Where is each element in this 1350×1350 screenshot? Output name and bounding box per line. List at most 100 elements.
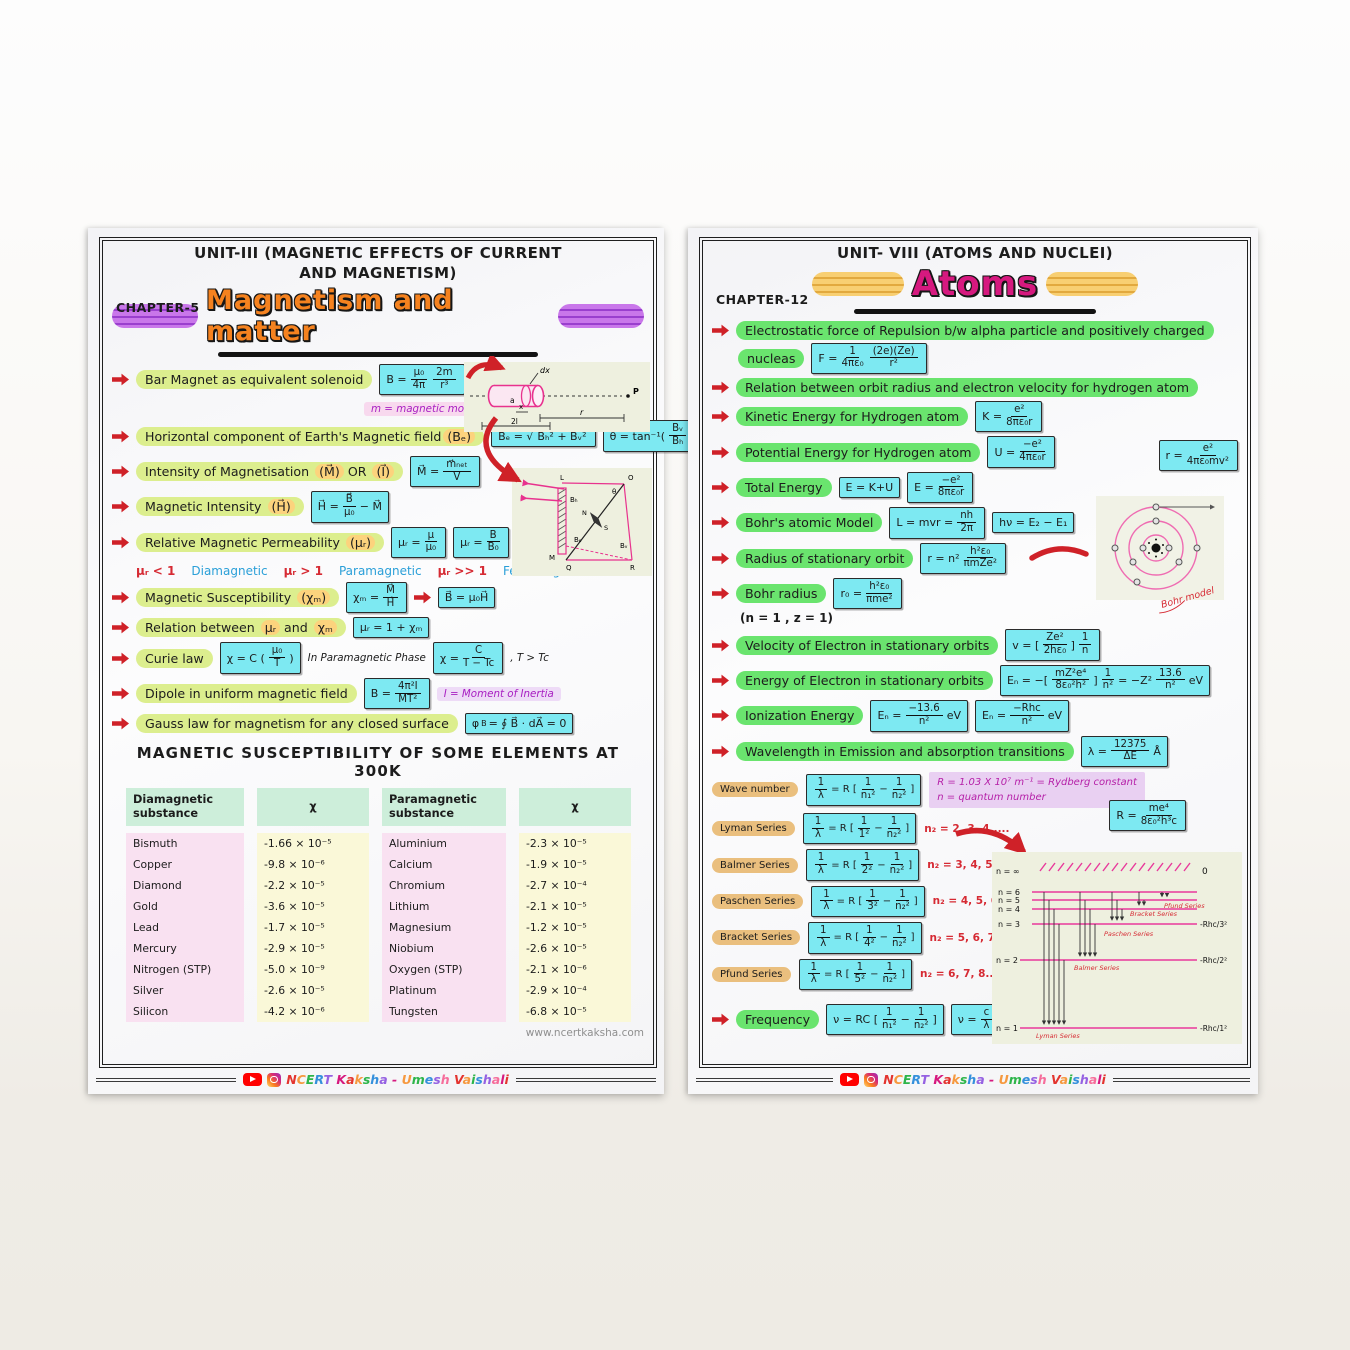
- bohr-model-diagram: Bohr model: [1096, 496, 1224, 614]
- bullet-label: Dipole in uniform magnetic field: [136, 684, 357, 704]
- denominator: H⃗: [386, 597, 395, 609]
- highlight-circle: (μᵣ): [345, 534, 376, 550]
- formula-text: χ = C (: [226, 651, 265, 665]
- formula-box: μᵣ = μ μ₀: [391, 526, 447, 559]
- formula-text: = R [: [828, 823, 854, 835]
- arrow-icon: [712, 410, 729, 423]
- formula-text: λ =: [1087, 744, 1107, 758]
- fraction: 1 4πε₀: [841, 346, 864, 370]
- svg-text:Bᵥ: Bᵥ: [620, 542, 628, 550]
- denominator: n₂²: [891, 789, 907, 801]
- formula-text: Eₙ =: [982, 709, 1007, 723]
- numerator: 13.6: [1156, 668, 1185, 681]
- formula-box: χ = C (μ₀ T): [219, 642, 301, 674]
- series-row: Paschen Series 1 λ = R [1 3² −1 n₂²] n₂ = 4, 5,…: [712, 885, 1238, 918]
- denominator: B₀: [487, 542, 499, 554]
- formula-text: χₘ =: [353, 591, 380, 605]
- arrow-icon: [112, 500, 129, 513]
- bullet-row: Wavelength in Emission and absorption tr…: [712, 735, 1238, 767]
- bullet-row: Bohr radius r₀ = h²ε₀ πme²: [712, 577, 1238, 610]
- denominator: V: [453, 471, 461, 483]
- formula-box: r₀ = h²ε₀ πme²: [833, 577, 902, 610]
- numerator: 1: [846, 346, 859, 359]
- denominator: MT²: [398, 693, 418, 705]
- numerator: 1: [896, 889, 909, 902]
- formula-text: L = mvr =: [896, 516, 954, 530]
- fraction: 1 2²: [860, 853, 874, 876]
- arrow-icon: [112, 373, 129, 386]
- arrow-icon: [712, 587, 729, 600]
- table-value-cell: -2.6 × 10⁻⁵: [519, 938, 631, 960]
- table-substance-cell: Niobium: [382, 938, 506, 960]
- numerator: −e²: [938, 475, 964, 488]
- denominator: πmZe²: [963, 558, 997, 570]
- formula-box: 1 λ = R [1 n₁² −1 n₂²]: [805, 774, 922, 806]
- spectral-series-list: Wave number 1 λ = R [1 n₁² −1 n₂²] R = 1.03 X 1…: [712, 771, 1238, 990]
- fraction: 1 5²: [853, 962, 867, 986]
- table-value-cell: -1.7 × 10⁻⁵: [257, 917, 369, 939]
- denominator: μ₀: [425, 542, 437, 554]
- arrow-icon: [712, 745, 729, 758]
- fraction: μ₀ 4π: [410, 367, 428, 391]
- frequency-row: Frequency ν = RC [1 n₁² −1 n₂²] ν = c λ: [712, 1004, 1238, 1036]
- inline-note: , T > Tc: [510, 652, 549, 665]
- fraction: −e² 8πε₀r: [938, 475, 964, 499]
- formula-text: E =: [914, 480, 934, 494]
- arrow-icon: [712, 674, 729, 687]
- fraction: 1 3²: [866, 889, 879, 913]
- susceptibility-section-title: MAGNETIC SUSCEPTIBILITY OF SOME ELEMENTS…: [136, 744, 620, 781]
- formula-box: E = K+U: [838, 476, 901, 498]
- arrow-icon: [712, 1013, 729, 1026]
- rydberg-formula-box: R = me⁴ 8ε₀²h³c: [1109, 800, 1186, 832]
- fraction: e² 8πε₀r: [1006, 404, 1032, 428]
- svg-text:Bₑ: Bₑ: [574, 536, 582, 544]
- formula-box: Eₙ = −Rhc n² eV: [975, 700, 1070, 732]
- series-label: Wave number: [712, 782, 798, 798]
- table-value-cell: -2.7 × 10⁻⁴: [519, 875, 631, 897]
- rydberg-note-line: n = quantum number: [937, 791, 1046, 803]
- title-pill-left: [112, 304, 199, 328]
- diagram-label: Bracket Series: [1130, 910, 1178, 918]
- formula-box: F = 1 4πε₀ (2e)(Ze) r²: [811, 342, 927, 374]
- formula-text: ]: [932, 1013, 937, 1027]
- title-pill-left: [811, 271, 904, 296]
- bullet-label: Radius of stationary orbit: [736, 548, 914, 568]
- denominator: 8ε₀²h³c: [1140, 815, 1177, 827]
- instagram-icon: [864, 1072, 879, 1087]
- denominator: λ: [823, 901, 830, 913]
- table-value-cell: -2.1 × 10⁻⁵: [519, 896, 631, 918]
- numerator: 4π²I: [394, 681, 421, 694]
- fraction: h²ε₀ πme²: [866, 581, 892, 605]
- diagram-label: n = 5: [998, 896, 1020, 905]
- numerator: e²: [1199, 443, 1217, 456]
- footer-rule: [515, 1077, 657, 1082]
- series-row: Wave number 1 λ = R [1 n₁² −1 n₂²] R = 1.03 X 1…: [712, 771, 1238, 808]
- bullet-row: Kinetic Energy for Hydrogen atom K = e² 8πε…: [712, 400, 1238, 433]
- formula-text: ]: [901, 968, 905, 980]
- denominator: n²: [1165, 680, 1176, 692]
- denominator: n₁²: [881, 1019, 897, 1031]
- table-header-cell: Paramagnetic substance: [382, 788, 506, 827]
- instagram-icon: [267, 1072, 282, 1087]
- numerator: 1: [811, 816, 825, 829]
- title-pill-right: [557, 304, 644, 328]
- fraction: μ μ₀: [424, 530, 438, 554]
- red-curve-arrow: [483, 416, 522, 483]
- table-value-cell: -2.3 × 10⁻⁵: [519, 833, 631, 855]
- formula-box: 1 λ = R [1 3² −1 n₂²]: [811, 885, 925, 918]
- fraction: B B₀: [486, 530, 500, 554]
- denominator: 4πε₀: [841, 358, 864, 370]
- arrow-icon: [112, 430, 129, 443]
- svg-text:M: M: [549, 554, 555, 562]
- bullet-row: Total Energy E = K+U E = −e² 8πε₀r: [712, 471, 1238, 504]
- table-substance-cell: Silver: [126, 980, 244, 1002]
- table-value-cell: -2.6 × 10⁻⁵: [257, 980, 369, 1002]
- svg-text:θ: θ: [612, 488, 616, 496]
- bullet-label: Bohr radius: [736, 584, 827, 604]
- formula-text: F =: [818, 351, 838, 365]
- formula-box: r = n² h²ε₀ πmZe²: [920, 542, 1006, 574]
- bullet-label: Kinetic Energy for Hydrogen atom: [736, 407, 969, 427]
- fraction: −13.6 n²: [905, 703, 943, 727]
- denominator: r²: [889, 358, 898, 370]
